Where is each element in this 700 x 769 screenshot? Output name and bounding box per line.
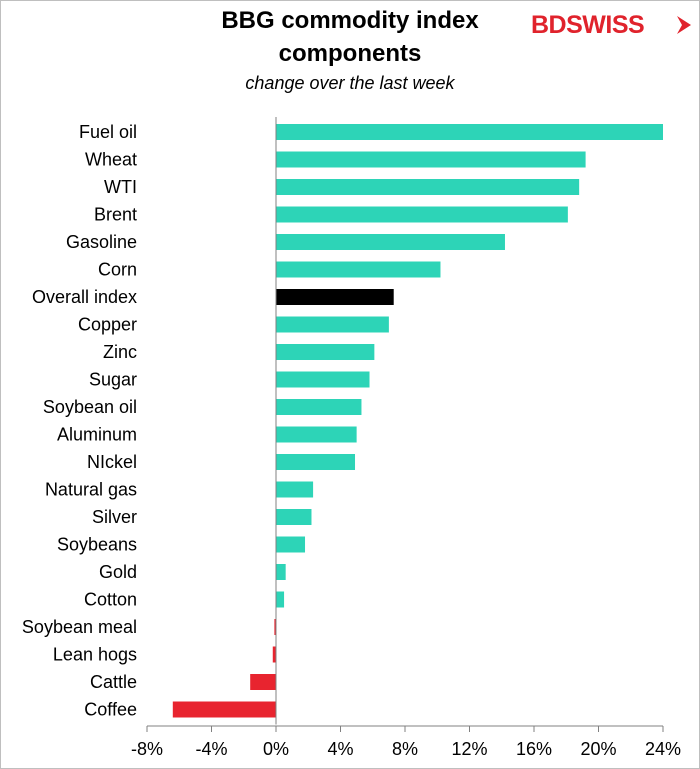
bar-natural-gas <box>276 481 314 498</box>
logo-text-bd: BD <box>531 11 567 39</box>
category-label: Cattle <box>90 672 137 692</box>
category-label: Overall index <box>32 287 137 307</box>
x-tick-label: 8% <box>392 739 418 759</box>
bar-cattle <box>250 674 276 690</box>
bar-soybean-oil <box>276 399 362 415</box>
bar-fuel-oil <box>276 124 663 140</box>
category-label: WTI <box>104 177 137 197</box>
x-tick-label: 20% <box>580 739 616 759</box>
category-label: Soybean meal <box>22 617 137 637</box>
x-tick-label: 16% <box>516 739 552 759</box>
category-label: Zinc <box>103 342 137 362</box>
x-tick-label: 4% <box>327 739 353 759</box>
category-label: Corn <box>98 260 137 280</box>
category-label: Brent <box>94 205 137 225</box>
bar-gasoline <box>276 234 505 250</box>
bar-coffee <box>172 701 276 718</box>
category-label: Wheat <box>85 150 137 170</box>
x-tick-label: -8% <box>131 739 163 759</box>
category-label: NIckel <box>87 452 137 472</box>
bar-soybeans <box>276 536 306 553</box>
bar-cotton <box>276 591 285 608</box>
category-label: Copper <box>78 315 137 335</box>
category-label: Coffee <box>84 700 137 720</box>
category-label: Gold <box>99 562 137 582</box>
bar-corn <box>276 261 441 278</box>
logo-text-swiss: SWISS <box>566 11 645 39</box>
bar-wheat <box>276 151 586 168</box>
category-label: Aluminum <box>57 425 137 445</box>
bar-soybean-meal <box>274 619 276 635</box>
category-label: Gasoline <box>66 232 137 252</box>
category-label: Lean hogs <box>53 645 137 665</box>
category-label: Sugar <box>89 370 137 390</box>
category-label: Natural gas <box>45 480 137 500</box>
category-label: Silver <box>92 507 137 527</box>
brand-logo: BDSWISS <box>531 10 691 40</box>
x-tick-label: 0% <box>263 739 289 759</box>
category-label: Soybeans <box>57 535 137 555</box>
bar-brent <box>276 206 568 223</box>
category-label: Cotton <box>84 590 137 610</box>
bar-silver <box>276 509 312 525</box>
bar-gold <box>276 564 286 580</box>
x-tick-label: 12% <box>451 739 487 759</box>
logo-chevron-icon <box>677 16 691 34</box>
x-tick-label: 24% <box>645 739 681 759</box>
bar-wti <box>276 179 580 195</box>
bar-lean-hogs <box>272 646 276 663</box>
bar-overall-index <box>276 289 394 305</box>
bar-copper <box>276 316 389 333</box>
bar-aluminum <box>276 426 357 443</box>
chart-subtitle: change over the last week <box>245 73 455 93</box>
bar-zinc <box>276 344 375 360</box>
bar-sugar <box>276 371 370 388</box>
category-label: Fuel oil <box>79 122 137 142</box>
chart-title: BBG commodity index components <box>221 7 479 67</box>
bar-nickel <box>276 454 356 470</box>
category-label: Soybean oil <box>43 397 137 417</box>
x-tick-label: -4% <box>195 739 227 759</box>
